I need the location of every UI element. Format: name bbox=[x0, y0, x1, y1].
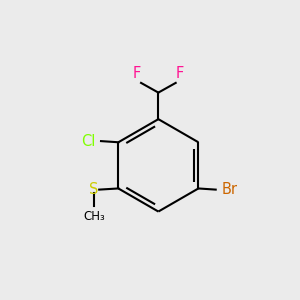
Text: F: F bbox=[176, 66, 184, 81]
Text: Br: Br bbox=[221, 182, 238, 197]
Text: CH₃: CH₃ bbox=[83, 210, 105, 224]
Text: S: S bbox=[89, 182, 99, 197]
Text: Cl: Cl bbox=[81, 134, 95, 148]
Text: F: F bbox=[133, 66, 141, 81]
